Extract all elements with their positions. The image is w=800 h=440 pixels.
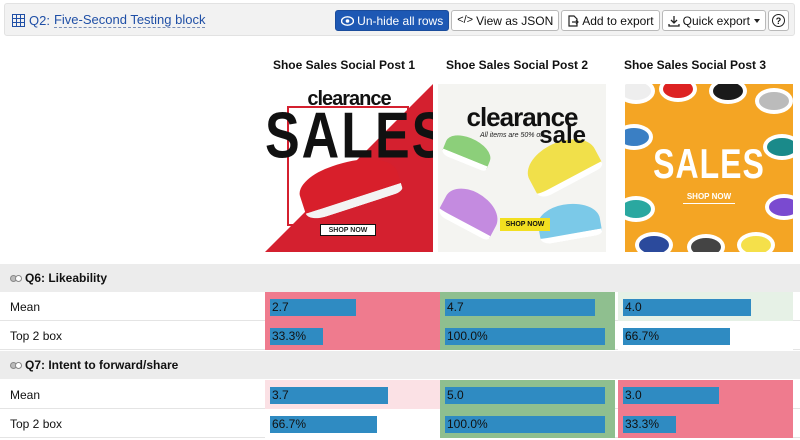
export-file-icon — [568, 14, 580, 27]
value-bar — [445, 299, 595, 316]
add-export-label: Add to export — [582, 13, 654, 28]
chevron-down-icon — [754, 18, 760, 23]
value-bar — [623, 416, 676, 433]
post-3-big-text: SALES — [653, 140, 765, 188]
data-cell: 66.7% — [265, 409, 440, 438]
unhide-label: Un-hide all rows — [357, 13, 444, 28]
table-row: Top 2 box 66.7% 100.0% 33.3% — [0, 409, 800, 438]
cell-value: 33.3% — [625, 417, 660, 431]
column-header-post-1: Shoe Sales Social Post 1 — [272, 58, 416, 72]
post-2-cta: SHOP NOW — [500, 218, 550, 231]
table-grid-icon — [12, 13, 25, 27]
download-icon — [667, 15, 680, 27]
sneaker-icon — [659, 84, 697, 102]
post-3-image: SALES SHOP NOW — [625, 84, 793, 252]
value-bar — [270, 387, 388, 404]
post-3-cta: SHOP NOW — [683, 192, 735, 204]
data-cell: 4.7 — [440, 292, 615, 321]
quick-export-button[interactable]: Quick export — [661, 10, 766, 31]
data-cell: 3.0 — [618, 380, 793, 409]
row-label: Top 2 box — [10, 417, 63, 431]
post-1-big-text: SALES — [265, 99, 433, 173]
section-title: Q6: Likeability — [25, 271, 108, 285]
table-row: Mean 3.7 5.0 3.0 — [0, 380, 800, 409]
table-row: Top 2 box 33.3% 100.0% 66.7% — [0, 321, 800, 350]
value-bar — [445, 416, 605, 433]
sneaker-icon — [765, 194, 793, 220]
column-header-post-2: Shoe Sales Social Post 2 — [445, 58, 589, 72]
value-bar — [623, 328, 730, 345]
cell-value: 3.0 — [625, 388, 642, 402]
value-bar — [623, 299, 751, 316]
view-json-label: View as JSON — [476, 13, 554, 28]
data-cell: 2.7 — [265, 292, 440, 321]
cell-value: 66.7% — [272, 417, 307, 431]
cell-value: 100.0% — [447, 417, 488, 431]
sneaker-icon — [687, 234, 725, 252]
cell-value: 3.7 — [272, 388, 289, 402]
value-bar — [270, 299, 356, 316]
help-icon: ? — [772, 14, 785, 27]
data-cell: 4.0 — [618, 292, 793, 321]
question-id: Q2: — [29, 12, 50, 28]
post-2-subtext: All items are 50% off — [480, 132, 545, 139]
value-bar — [623, 387, 719, 404]
data-cell: 33.3% — [618, 409, 793, 438]
cell-value: 4.0 — [625, 300, 642, 314]
unhide-all-rows-button[interactable]: Un-hide all rows — [335, 10, 450, 31]
code-icon: </> — [457, 14, 474, 26]
question-title: Q2: Five-Second Testing block — [12, 12, 206, 28]
help-button[interactable]: ? — [768, 10, 789, 31]
sneaker-icon — [709, 84, 747, 104]
value-bar — [270, 328, 323, 345]
post-2-big-text: sale — [539, 122, 586, 149]
data-cell: 3.7 — [265, 380, 440, 409]
post-2-image: clearance sale All items are 50% off SHO… — [438, 84, 606, 252]
data-cell: 100.0% — [440, 321, 615, 350]
column-header-post-3: Shoe Sales Social Post 3 — [623, 58, 767, 72]
quick-export-label: Quick export — [682, 13, 750, 28]
data-cell: 5.0 — [440, 380, 615, 409]
cell-value: 33.3% — [272, 329, 307, 343]
section-header-q6[interactable]: Q6: Likeability — [0, 264, 800, 292]
collapse-toggle-icon[interactable] — [10, 274, 22, 282]
toolbar: Un-hide all rows </> View as JSON Add to… — [335, 10, 789, 31]
sneaker-icon — [438, 180, 506, 242]
data-cell: 66.7% — [618, 321, 793, 350]
sneaker-icon — [737, 232, 775, 252]
section-title: Q7: Intent to forward/share — [25, 358, 179, 372]
data-cell: 100.0% — [440, 409, 615, 438]
add-to-export-button[interactable]: Add to export — [561, 10, 660, 31]
table-row: Mean 2.7 4.7 4.0 — [0, 292, 800, 321]
row-label: Mean — [10, 300, 41, 314]
cell-value: 2.7 — [272, 300, 289, 314]
view-as-json-button[interactable]: </> View as JSON — [451, 10, 560, 31]
cell-value: 4.7 — [447, 300, 464, 314]
sneaker-icon — [635, 232, 673, 252]
cell-value: 66.7% — [625, 329, 660, 343]
cell-value: 100.0% — [447, 329, 488, 343]
cell-value: 5.0 — [447, 388, 464, 402]
question-title-text[interactable]: Five-Second Testing block — [53, 12, 206, 28]
value-bar — [445, 328, 605, 345]
sneaker-icon — [755, 88, 793, 114]
value-bar — [270, 416, 377, 433]
value-bar — [445, 387, 605, 404]
data-cell: 33.3% — [265, 321, 440, 350]
sneaker-icon — [763, 134, 793, 160]
sneaker-icon — [625, 196, 655, 222]
row-label: Mean — [10, 388, 41, 402]
section-header-q7[interactable]: Q7: Intent to forward/share — [0, 351, 800, 379]
post-1-image: clearance SALES SHOP NOW — [265, 84, 433, 252]
row-label: Top 2 box — [10, 329, 63, 343]
question-header: Q2: Five-Second Testing block Un-hide al… — [4, 3, 795, 36]
post-1-headline: clearance — [307, 88, 391, 110]
post-1-cta: SHOP NOW — [320, 224, 376, 236]
collapse-toggle-icon[interactable] — [10, 361, 22, 369]
eye-icon — [341, 15, 355, 26]
post-2-headline: clearance — [466, 102, 579, 132]
sneaker-icon — [625, 84, 655, 104]
